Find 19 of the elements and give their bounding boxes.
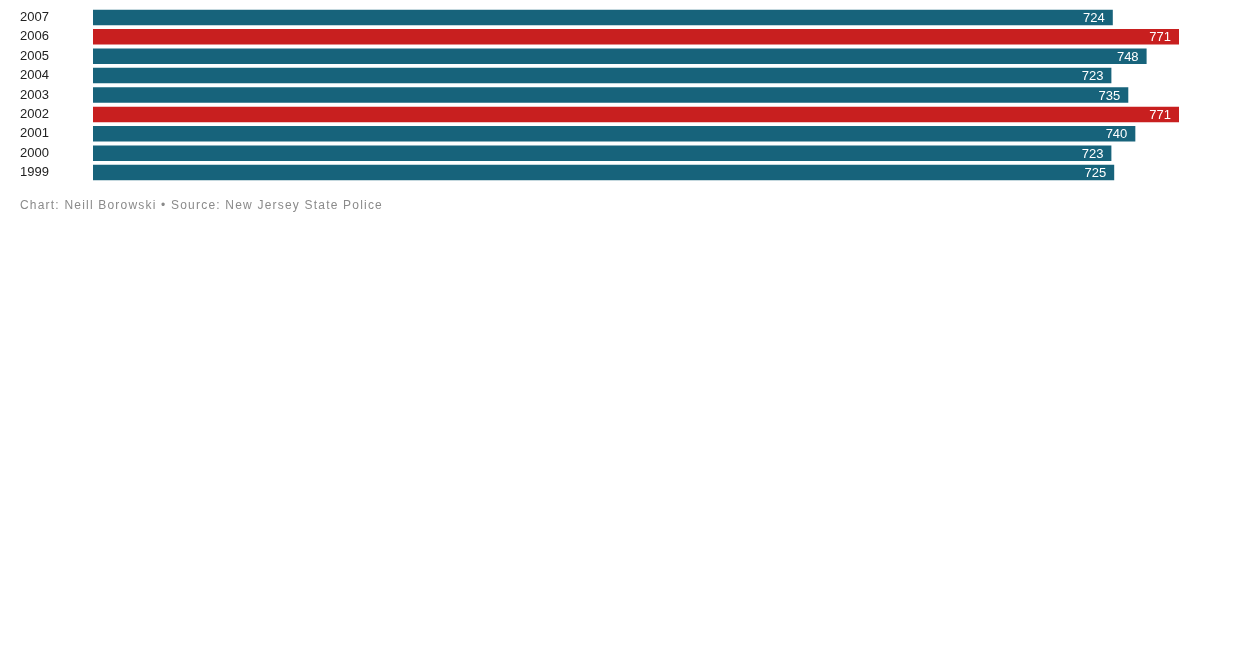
data-label: 723: [1081, 145, 1104, 161]
text: Chart: Neill Borowski • Source: New Jersey State Police: [20, 198, 383, 212]
y-tick-label: 2004: [20, 67, 49, 83]
y-tick-label: 2003: [20, 86, 49, 102]
y-tick-label: 2001: [20, 125, 49, 141]
data-label: 771: [1149, 29, 1171, 45]
y-tick-label: 2002: [20, 105, 49, 121]
data-label: 735: [1098, 87, 1121, 103]
data-label: 771: [1149, 106, 1171, 122]
y-tick-label: 2000: [20, 144, 49, 160]
y-tick-label: 2007: [20, 9, 49, 25]
data-label: 740: [1105, 126, 1128, 142]
data-label: 724: [1083, 10, 1105, 26]
y-tick-label: 1999: [20, 164, 49, 180]
data-label: 748: [1116, 48, 1139, 64]
y-tick-label: 2005: [20, 47, 49, 63]
data-label: 723: [1081, 68, 1104, 84]
y-tick-label: 2006: [20, 28, 49, 44]
data-label: 725: [1084, 165, 1107, 181]
